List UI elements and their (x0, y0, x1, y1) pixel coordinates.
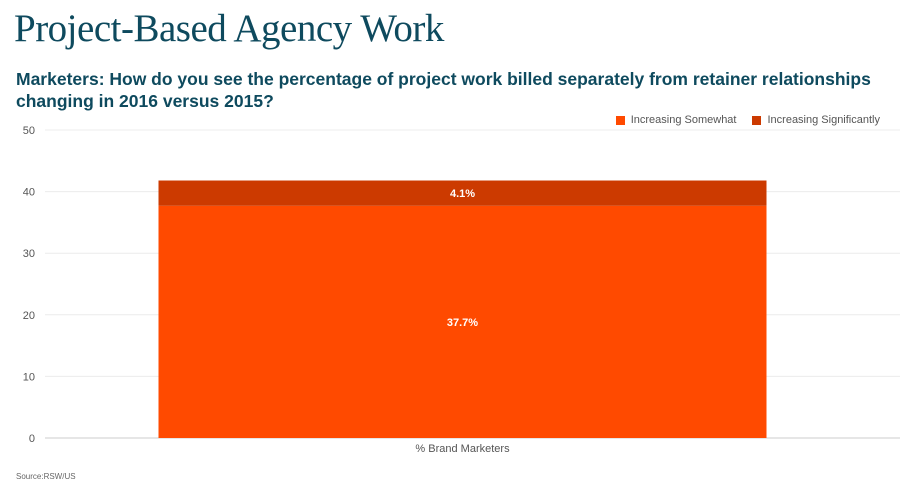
legend-label-somewhat: Increasing Somewhat (630, 114, 737, 126)
y-tick-label-20: 20 (23, 310, 35, 322)
chart-legend: Increasing Somewhat Increasing Significa… (615, 114, 880, 126)
data-label-significantly: 4.1% (450, 188, 475, 200)
bar-segment-significantly (158, 180, 767, 206)
legend-label-significantly: Increasing Significantly (767, 114, 880, 126)
chart-subtitle: Marketers: How do you see the percentage… (16, 69, 871, 111)
legend-item-somewhat[interactable]: Increasing Somewhat (615, 114, 737, 126)
y-tick-label-30: 30 (23, 248, 35, 260)
y-tick-label-50: 50 (23, 125, 35, 137)
page-title: Project-Based Agency Work (14, 7, 444, 50)
source-note: Source:RSW/US (16, 472, 76, 481)
legend-item-significantly[interactable]: Increasing Significantly (752, 114, 880, 126)
y-tick-label-10: 10 (23, 371, 35, 383)
legend-swatch-significantly (752, 115, 762, 125)
y-tick-label-0: 0 (29, 433, 35, 445)
x-category-label: % Brand Marketers (415, 443, 510, 455)
bar-segment-somewhat (158, 205, 767, 438)
data-label-somewhat: 37.7% (447, 317, 478, 329)
y-tick-label-40: 40 (23, 187, 35, 199)
legend-swatch-somewhat (615, 115, 625, 125)
